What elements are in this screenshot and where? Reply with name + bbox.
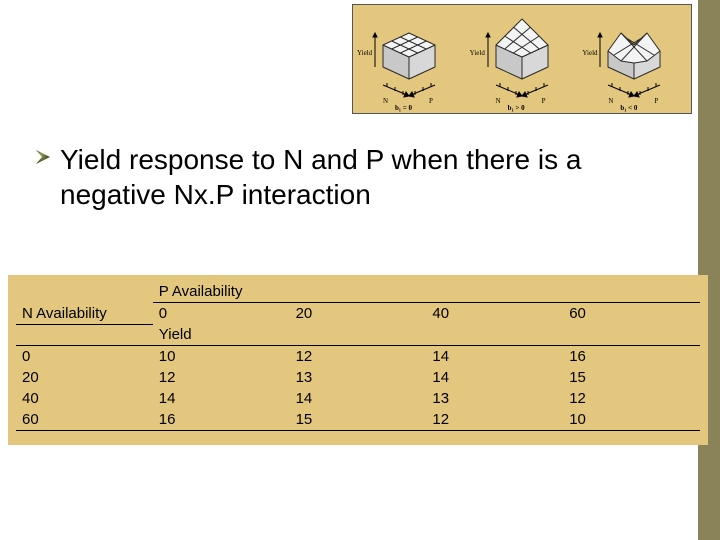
table-row: 0 10 12 14 16 [16, 346, 700, 368]
yield-cell: 14 [426, 346, 563, 368]
slide: Yield N P b₁ = 0 [0, 0, 720, 540]
yield-cell: 14 [426, 367, 563, 388]
p-level: 60 [563, 303, 700, 325]
yield-cell: 16 [153, 409, 290, 431]
yield-table: P Availability N Availability 0 20 40 60… [16, 281, 700, 431]
yield-table-wrap: P Availability N Availability 0 20 40 60… [8, 275, 708, 445]
p-level: 0 [153, 303, 290, 325]
yield-cell: 12 [563, 388, 700, 409]
bullet-icon [34, 148, 52, 171]
p-level: 40 [426, 303, 563, 325]
slide-title: Yield response to N and P when there is … [60, 142, 690, 212]
illus-xlabel-p: P [654, 97, 658, 105]
illus-caption: b₁ = 0 [395, 104, 412, 112]
yield-cell: 14 [290, 388, 427, 409]
n-level: 20 [16, 367, 153, 388]
p-availability-header: P Availability [153, 281, 700, 303]
n-availability-header: N Availability [16, 303, 153, 325]
yield-cell: 10 [153, 346, 290, 368]
yield-cell: 13 [290, 367, 427, 388]
table-row: 20 12 13 14 15 [16, 367, 700, 388]
yield-cell: 16 [563, 346, 700, 368]
n-level: 0 [16, 346, 153, 368]
yield-cell: 13 [426, 388, 563, 409]
illus-xlabel-n: N [383, 97, 388, 105]
right-accent-band [698, 0, 720, 540]
illus-ylabel: Yield [357, 49, 372, 57]
n-level: 40 [16, 388, 153, 409]
illus-panel-saddle: Yield N P b₁ < 0 [578, 5, 691, 113]
table-row: 40 14 14 13 12 [16, 388, 700, 409]
yield-cell: 12 [290, 346, 427, 368]
yield-cell: 12 [426, 409, 563, 431]
yield-cell: 10 [563, 409, 700, 431]
yield-cell: 15 [290, 409, 427, 431]
title-row: Yield response to N and P when there is … [60, 142, 690, 212]
surface-illustration: Yield N P b₁ = 0 [352, 4, 692, 114]
illus-panel-flat: Yield N P b₁ = 0 [353, 5, 466, 113]
illus-caption: b₁ < 0 [620, 104, 637, 112]
n-level: 60 [16, 409, 153, 431]
illus-xlabel-p: P [429, 97, 433, 105]
yield-cell: 12 [153, 367, 290, 388]
illus-panel-peak: Yield N P b₁ > 0 [466, 5, 579, 113]
illus-xlabel-p: P [542, 97, 546, 105]
illus-xlabel-n: N [608, 97, 613, 105]
illus-ylabel: Yield [582, 49, 597, 57]
p-level: 20 [290, 303, 427, 325]
yield-cell: 14 [153, 388, 290, 409]
illus-xlabel-n: N [496, 97, 501, 105]
yield-cell: 15 [563, 367, 700, 388]
yield-subheader: Yield [153, 324, 290, 346]
table-row: 60 16 15 12 10 [16, 409, 700, 431]
illus-caption: b₁ > 0 [508, 104, 525, 112]
illus-ylabel: Yield [470, 49, 485, 57]
